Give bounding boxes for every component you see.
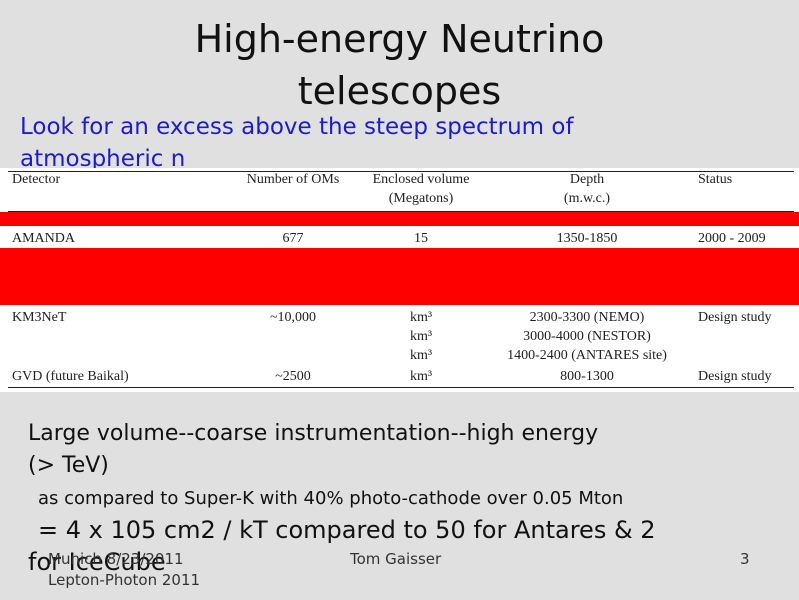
table-cell: GVD (future Baikal) (12, 369, 129, 384)
table-rule (8, 211, 794, 212)
table-rule (8, 171, 794, 172)
table-cell: 677 (282, 231, 304, 246)
footer-author: Tom Gaisser (350, 550, 442, 568)
table-cell: ~10,000 (269, 310, 317, 325)
table-cell: km³ (409, 310, 433, 325)
table-cell: km³ (409, 348, 433, 363)
redaction-bar (0, 248, 799, 305)
redaction-bar (0, 212, 799, 226)
subtitle: Look for an excess above the steep spect… (20, 114, 574, 140)
table-header: Detector (12, 172, 61, 187)
body-text: Large volume--coarse instrumentation--hi… (28, 421, 599, 446)
table-cell: Design study (698, 369, 772, 384)
table-header: Enclosed volume (372, 172, 470, 187)
body-text: (> TeV) (28, 453, 109, 478)
table-cell: km³ (409, 369, 433, 384)
body-text: for IceCube (28, 548, 166, 576)
table-cell: 1400-2400 (ANTARES site) (507, 348, 667, 363)
table-header: (m.w.c.) (563, 191, 611, 206)
table-cell: 15 (414, 231, 428, 246)
table-cell: 2000 - 2009 (698, 231, 766, 246)
title: High-energy Neutrino (194, 17, 605, 61)
table: Detector Number of OMs Enclosed volume (Meg… (0, 168, 799, 392)
footer-date: Munich 8/23/2011 (48, 550, 184, 568)
table-cell: 2300-3300 (NEMO) (529, 310, 645, 325)
table-header: Depth (569, 172, 605, 187)
table-cell: 1350-1850 (556, 231, 618, 246)
table-rule (8, 387, 794, 388)
table-cell: 800-1300 (560, 369, 614, 384)
body-text: as compared to Super-K with 40% photo-ca… (38, 488, 624, 509)
title: telescopes (297, 69, 502, 113)
table-cell: KM3NeT (12, 310, 67, 325)
table-header: (Megatons) (388, 191, 454, 206)
body-text: = 4 x 105 cm2 / kT compared to 50 for An… (38, 516, 656, 544)
table-cell: km³ (409, 329, 433, 344)
subtitle: atmospheric n (20, 146, 186, 172)
table-header: Number of OMs (246, 172, 340, 187)
table-cell: AMANDA (12, 231, 75, 246)
footer-event: Lepton-Photon 2011 (48, 571, 201, 589)
table-cell: ~2500 (275, 369, 311, 384)
table-header: Status (698, 172, 733, 187)
table-cell: Design study (698, 310, 772, 325)
table-cell: 3000-4000 (NESTOR) (523, 329, 651, 344)
page-number: 3 (740, 550, 750, 568)
